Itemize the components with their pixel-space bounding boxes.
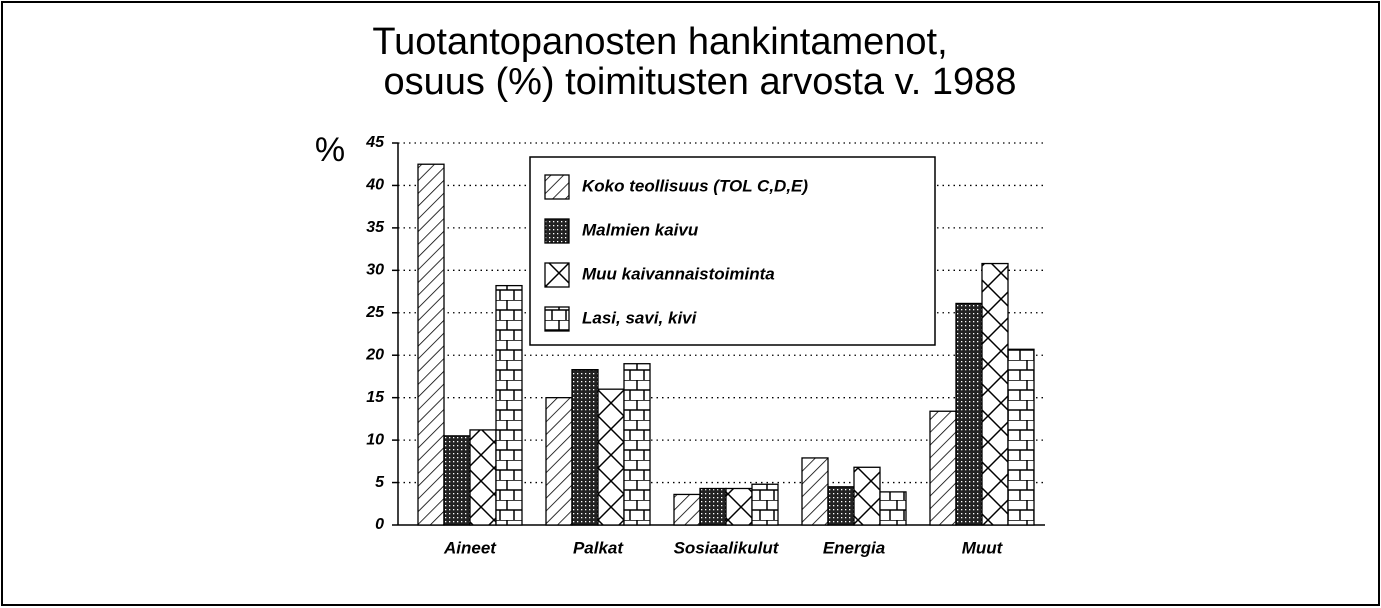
x-tick-label: Muut [962,538,1004,557]
legend-swatch [544,306,570,332]
bar [751,483,779,526]
bar [929,410,957,526]
y-axis-label: % [315,131,345,169]
bar [545,397,573,526]
bar [879,491,907,526]
legend-label: Muu kaivannaistoiminta [582,264,775,283]
x-tick-label: Palkat [573,538,624,557]
legend-label: Malmien kaivu [582,220,699,239]
bar [981,262,1009,526]
bar [673,493,701,526]
y-tick-label: 15 [366,389,385,406]
bar [623,363,651,526]
bar [725,487,753,526]
bar [955,302,983,526]
legend-label: Lasi, savi, kivi [582,308,698,327]
legend-swatch [544,218,570,244]
chart-title: Tuotantopanosten hankintamenot, [372,21,947,63]
chart-title: osuus (%) toimitusten arvosta v. 1988 [384,61,1017,103]
y-tick-label: 35 [366,219,385,236]
bar [827,486,855,526]
legend-swatch [544,262,570,288]
bar [417,163,445,526]
bar [443,435,471,526]
bar [597,388,625,526]
x-tick-label: Energia [823,538,885,557]
y-tick-label: 10 [366,431,384,448]
y-tick-label: 20 [365,346,384,363]
y-tick-label: 45 [365,134,385,151]
bar [1007,348,1035,526]
bar [469,429,497,526]
bar [699,487,727,526]
y-tick-label: 40 [365,177,384,194]
y-tick-label: 0 [375,516,384,533]
legend-box [529,156,936,346]
y-tick-label: 25 [365,304,385,321]
legend-swatch [544,174,570,200]
bar [853,466,881,526]
bar [571,369,599,526]
y-tick-label: 30 [366,262,384,279]
x-tick-label: Aineet [443,538,497,557]
bar [495,284,523,526]
y-tick-label: 5 [375,474,385,491]
x-tick-label: Sosiaalikulut [674,538,780,557]
legend-label: Koko teollisuus (TOL C,D,E) [582,176,808,195]
bar [801,457,829,526]
